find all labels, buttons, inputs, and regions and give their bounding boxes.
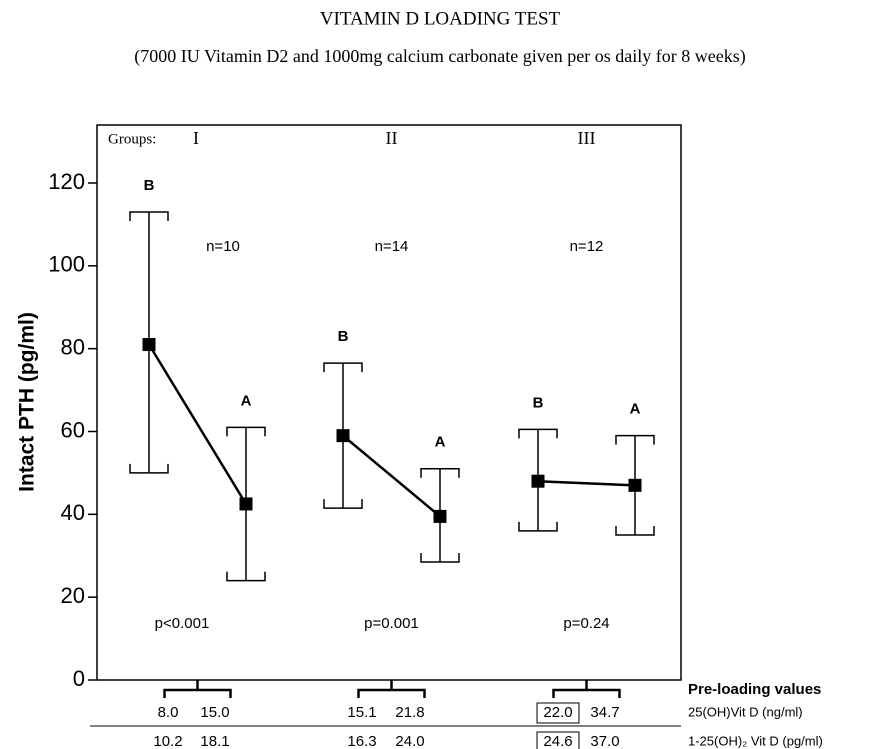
p-label: p=0.001: [364, 615, 419, 632]
table-cell: 24.0: [395, 733, 424, 749]
y-tick-label: 100: [48, 252, 85, 277]
point: [239, 497, 253, 511]
table-cell: 22.0: [543, 704, 572, 721]
y-tick-label: 80: [61, 334, 85, 359]
n-label: n=12: [570, 238, 604, 255]
error-cap-upper: [226, 426, 266, 437]
table-bracket: [552, 680, 621, 698]
row-label: 1-25(OH)₂ Vit D (pg/ml): [688, 733, 823, 748]
error-cap-lower: [323, 499, 363, 509]
group-label: II: [386, 128, 398, 148]
error-cap-lower: [129, 463, 169, 474]
table-bracket: [163, 680, 232, 698]
error-cap-lower: [420, 552, 460, 563]
table-bracket: [357, 680, 426, 698]
table-cell: 18.1: [200, 733, 229, 749]
error-cap-upper: [420, 468, 460, 478]
plot-frame: [96, 124, 682, 681]
group-label: III: [578, 128, 596, 148]
connector-line: [342, 434, 441, 518]
series-label: B: [338, 328, 349, 345]
table-cell: 24.6: [543, 733, 572, 749]
table-cell: 15.0: [200, 704, 229, 721]
cell-box: [536, 731, 580, 749]
table-cell: 16.3: [347, 733, 376, 749]
series-label: A: [435, 434, 446, 451]
table-cell: 10.2: [153, 733, 182, 749]
error-cap-upper: [323, 362, 363, 373]
cell-box: [536, 702, 580, 724]
error-cap-upper: [518, 428, 558, 439]
error-cap-upper: [615, 434, 655, 445]
error-cap-lower: [615, 526, 655, 536]
series-label: B: [144, 177, 155, 194]
table-cell: 15.1: [347, 704, 376, 721]
connector-line: [147, 343, 248, 505]
y-tick-label: 0: [73, 666, 85, 691]
error-cap-lower: [518, 521, 558, 532]
y-tick-label: 40: [61, 500, 85, 525]
p-label: p<0.001: [155, 615, 210, 632]
groups-label: Groups:: [108, 131, 156, 147]
y-axis-label: Intact PTH (pg/ml): [16, 312, 39, 492]
p-label: p=0.24: [563, 615, 609, 632]
table-cell: 34.7: [590, 704, 619, 721]
point: [142, 338, 156, 352]
y-tick-label: 60: [61, 417, 85, 442]
series-label: A: [241, 392, 252, 409]
y-tick-label: 120: [48, 169, 85, 194]
y-tick-label: 20: [61, 583, 85, 608]
table-title: Pre-loading values: [688, 681, 821, 698]
error-cap-upper: [129, 211, 169, 221]
point: [531, 474, 545, 488]
series-label: A: [630, 401, 641, 418]
table-cell: 37.0: [590, 733, 619, 749]
chart-title: VITAMIN D LOADING TEST: [320, 8, 561, 29]
chart-subtitle: (7000 IU Vitamin D2 and 1000mg calcium c…: [134, 46, 745, 67]
group-label: I: [193, 128, 199, 148]
n-label: n=10: [206, 238, 240, 255]
table-cell: 21.8: [395, 704, 424, 721]
table-cell: 8.0: [158, 704, 179, 721]
n-label: n=14: [375, 238, 409, 255]
point: [628, 478, 642, 492]
point: [433, 509, 447, 523]
error-cap-lower: [226, 571, 266, 582]
series-label: B: [533, 394, 544, 411]
connector-line: [537, 479, 636, 487]
point: [336, 429, 350, 443]
row-label: 25(OH)Vit D (ng/ml): [688, 704, 803, 719]
